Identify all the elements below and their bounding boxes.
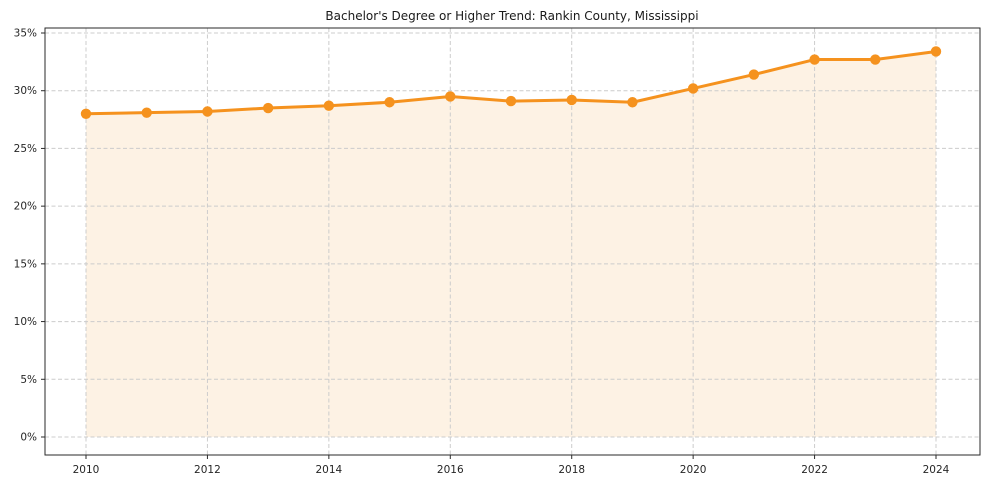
y-tick-label: 25%: [14, 143, 37, 155]
data-point-2015: [384, 97, 395, 108]
data-point-2021: [748, 69, 760, 80]
y-tick-label: 0%: [20, 432, 37, 444]
y-tick-label: 20%: [14, 201, 37, 213]
x-tick-label: 2010: [73, 464, 100, 476]
y-tick-label: 30%: [14, 85, 37, 97]
data-point-2018: [566, 94, 577, 106]
x-tick-label: 2016: [437, 464, 464, 476]
x-tick-label: 2024: [923, 464, 950, 476]
data-point-2011: [141, 107, 152, 118]
y-tick-label: 15%: [14, 258, 37, 270]
x-tick-label: 2018: [558, 464, 585, 476]
plot-border: [44, 27, 981, 456]
x-tick-label: 2020: [680, 464, 707, 476]
data-point-2014: [323, 100, 335, 111]
data-point-2019: [627, 97, 638, 108]
area-fill: [86, 51, 936, 438]
x-tick-label: 2014: [315, 464, 342, 476]
y-tick-label: 35%: [14, 28, 37, 40]
y-tick-label: 5%: [20, 374, 37, 386]
chart-title: Bachelor's Degree or Higher Trend: Ranki…: [325, 9, 698, 23]
y-tick-label: 10%: [14, 316, 37, 328]
data-point-2016: [445, 91, 456, 102]
x-tick-label: 2012: [194, 464, 221, 476]
data-point-2020: [687, 83, 699, 94]
plot-area: 0% 5% 10% 15% 20% 25% 30% 35% 2010 2012 2014 2016 20…: [14, 27, 981, 476]
data-point-2017: [505, 95, 517, 107]
data-point-2024: [930, 46, 942, 57]
data-point-2023: [870, 54, 881, 65]
x-tick-label: 2022: [801, 464, 828, 476]
data-point-2022: [809, 54, 820, 65]
data-point-2013: [262, 102, 274, 114]
data-point-2012: [202, 106, 213, 117]
data-point-2010: [80, 108, 92, 120]
